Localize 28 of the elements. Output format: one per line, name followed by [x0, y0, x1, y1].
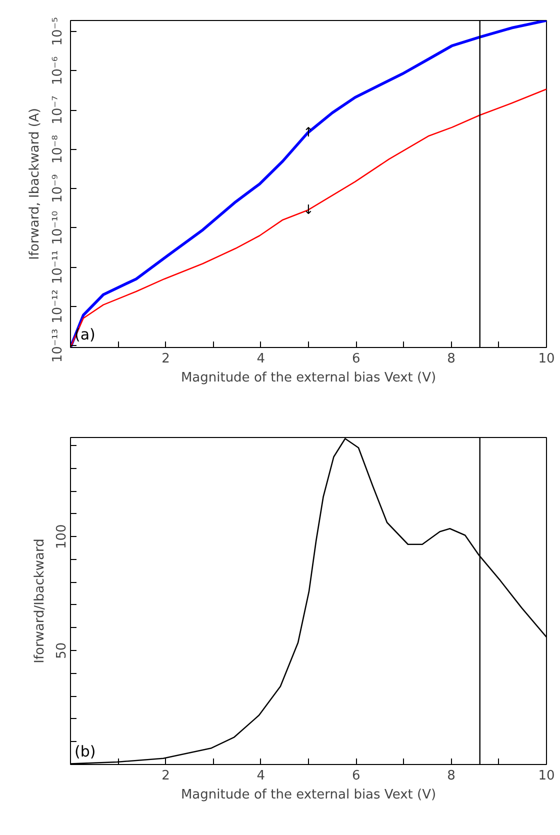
y-tick-label: 100 — [54, 524, 70, 550]
y-tick-label: 10⁻¹⁰ — [50, 210, 66, 245]
y-tick-label: 10⁻¹² — [50, 290, 66, 324]
x-tick-label: 8 — [447, 768, 456, 784]
y-tick-label: 10⁻⁷ — [50, 96, 66, 124]
x-tick-label: 10 — [538, 768, 555, 784]
y-tick-label: 10⁻⁵ — [50, 17, 66, 46]
x-tick-label: 2 — [162, 352, 170, 366]
x-tick-label: 4 — [256, 768, 266, 784]
y-tick-label: 10⁻⁹ — [50, 174, 66, 203]
y-axis-title: Iforward/Ibackward — [32, 538, 48, 664]
x-axis-title: Magnitude of the external bias Vext (V) — [180, 788, 436, 802]
x-tick-label: 4 — [256, 352, 266, 366]
y-tick-label: 10⁻⁸ — [50, 134, 66, 164]
y-tick-label: 10⁻⁶ — [50, 56, 66, 86]
y-tick-label: 10⁻¹³ — [50, 328, 66, 363]
x-tick-label: 6 — [352, 768, 360, 784]
x-tick-label: 6 — [352, 352, 360, 366]
x-tick-label: 10 — [538, 352, 555, 366]
line-series — [70, 20, 546, 348]
y-tick-label: 10⁻¹¹ — [50, 250, 66, 284]
x-tick-label: 8 — [447, 352, 456, 366]
y-tick-label: 50 — [54, 642, 70, 659]
y-axis-title: Iforward, Ibackward (A) — [28, 108, 42, 260]
x-tick-label: 2 — [162, 768, 170, 784]
annotation: (b) — [74, 742, 96, 760]
x-axis-title: Magnitude of the external bias Vext (V) — [180, 370, 436, 386]
annotation: (a) — [74, 326, 96, 344]
